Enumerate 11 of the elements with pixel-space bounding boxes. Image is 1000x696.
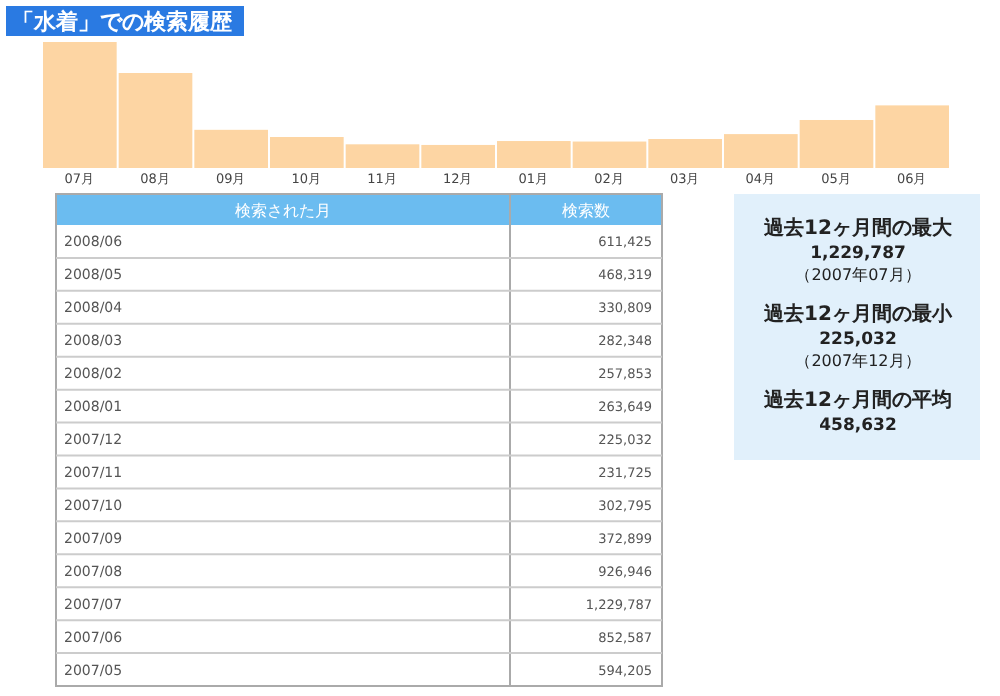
text: 1,229,787 [810,244,907,264]
text: 458,632 [819,416,897,436]
text: 検索数 [562,202,610,220]
text: 225,032 [819,330,897,350]
text: （2007年07月） [795,266,921,284]
text: 過去12ヶ月間の最大 [762,216,954,240]
text: （2007年12月） [795,352,921,370]
text: 過去12ヶ月間の平均 [762,388,952,412]
text: 過去12ヶ月間の最小 [762,302,954,326]
text: 検索された月 [235,202,331,220]
chart-title: 「水着」での検索履歴 [12,9,234,35]
